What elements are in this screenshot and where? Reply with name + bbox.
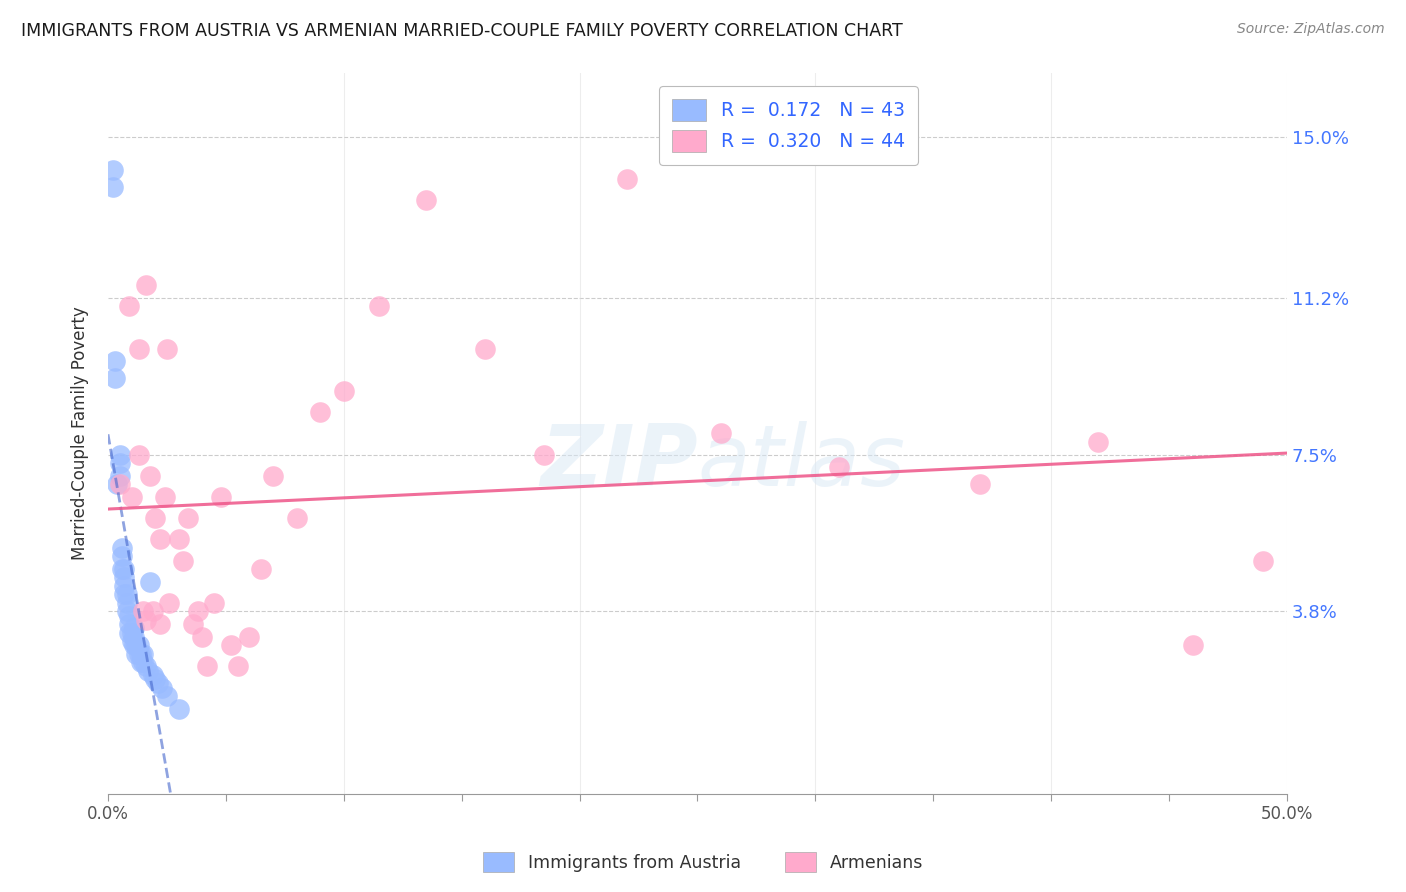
Point <box>114 570 136 584</box>
Point <box>474 342 496 356</box>
Point <box>187 604 209 618</box>
Point <box>156 689 179 703</box>
Point <box>114 579 136 593</box>
Point <box>111 541 134 555</box>
Point <box>226 659 249 673</box>
Point <box>142 668 165 682</box>
Point <box>616 172 638 186</box>
Point <box>157 596 180 610</box>
Point <box>143 511 166 525</box>
Point <box>101 163 124 178</box>
Point <box>118 617 141 632</box>
Point <box>128 638 150 652</box>
Point <box>108 448 131 462</box>
Point <box>238 630 260 644</box>
Point <box>125 647 148 661</box>
Point <box>415 193 437 207</box>
Point <box>121 490 143 504</box>
Point <box>153 490 176 504</box>
Point <box>122 638 145 652</box>
Point <box>149 533 172 547</box>
Point <box>149 617 172 632</box>
Legend: R =  0.172   N = 43, R =  0.320   N = 44: R = 0.172 N = 43, R = 0.320 N = 44 <box>659 86 918 165</box>
Text: IMMIGRANTS FROM AUSTRIA VS ARMENIAN MARRIED-COUPLE FAMILY POVERTY CORRELATION CH: IMMIGRANTS FROM AUSTRIA VS ARMENIAN MARR… <box>21 22 903 40</box>
Point <box>156 342 179 356</box>
Point <box>135 659 157 673</box>
Point <box>104 354 127 368</box>
Point <box>533 448 555 462</box>
Point <box>101 180 124 194</box>
Point <box>111 562 134 576</box>
Point <box>202 596 225 610</box>
Point <box>108 477 131 491</box>
Point <box>209 490 232 504</box>
Point <box>132 647 155 661</box>
Point <box>1087 434 1109 449</box>
Point <box>309 405 332 419</box>
Text: atlas: atlas <box>697 421 905 504</box>
Point <box>368 299 391 313</box>
Point <box>135 613 157 627</box>
Point <box>114 562 136 576</box>
Point <box>128 342 150 356</box>
Point <box>285 511 308 525</box>
Point <box>132 655 155 669</box>
Point <box>146 676 169 690</box>
Point <box>139 468 162 483</box>
Point <box>136 664 159 678</box>
Point <box>191 630 214 644</box>
Point <box>167 533 190 547</box>
Point <box>125 638 148 652</box>
Point <box>104 371 127 385</box>
Point <box>115 596 138 610</box>
Point <box>219 638 242 652</box>
Point <box>142 604 165 618</box>
Point <box>177 511 200 525</box>
Point <box>143 672 166 686</box>
Point <box>114 587 136 601</box>
Point <box>139 574 162 589</box>
Point <box>128 448 150 462</box>
Point <box>135 277 157 292</box>
Point <box>122 621 145 635</box>
Point <box>108 456 131 470</box>
Point <box>111 549 134 564</box>
Point <box>118 625 141 640</box>
Point <box>122 630 145 644</box>
Point <box>828 460 851 475</box>
Point <box>710 426 733 441</box>
Y-axis label: Married-Couple Family Poverty: Married-Couple Family Poverty <box>72 307 89 560</box>
Point <box>115 587 138 601</box>
Point <box>332 384 354 398</box>
Point <box>262 468 284 483</box>
Point <box>118 608 141 623</box>
Point <box>250 562 273 576</box>
Point <box>121 625 143 640</box>
Point <box>107 477 129 491</box>
Point <box>150 681 173 695</box>
Text: ZIP: ZIP <box>540 421 697 504</box>
Point <box>172 553 194 567</box>
Point <box>128 647 150 661</box>
Point <box>969 477 991 491</box>
Point <box>129 655 152 669</box>
Point <box>132 604 155 618</box>
Legend: Immigrants from Austria, Armenians: Immigrants from Austria, Armenians <box>477 845 929 879</box>
Point <box>181 617 204 632</box>
Point <box>195 659 218 673</box>
Point <box>108 468 131 483</box>
Point <box>1251 553 1274 567</box>
Point <box>118 299 141 313</box>
Point <box>167 702 190 716</box>
Text: Source: ZipAtlas.com: Source: ZipAtlas.com <box>1237 22 1385 37</box>
Point <box>1181 638 1204 652</box>
Point <box>121 634 143 648</box>
Point <box>115 604 138 618</box>
Point <box>129 647 152 661</box>
